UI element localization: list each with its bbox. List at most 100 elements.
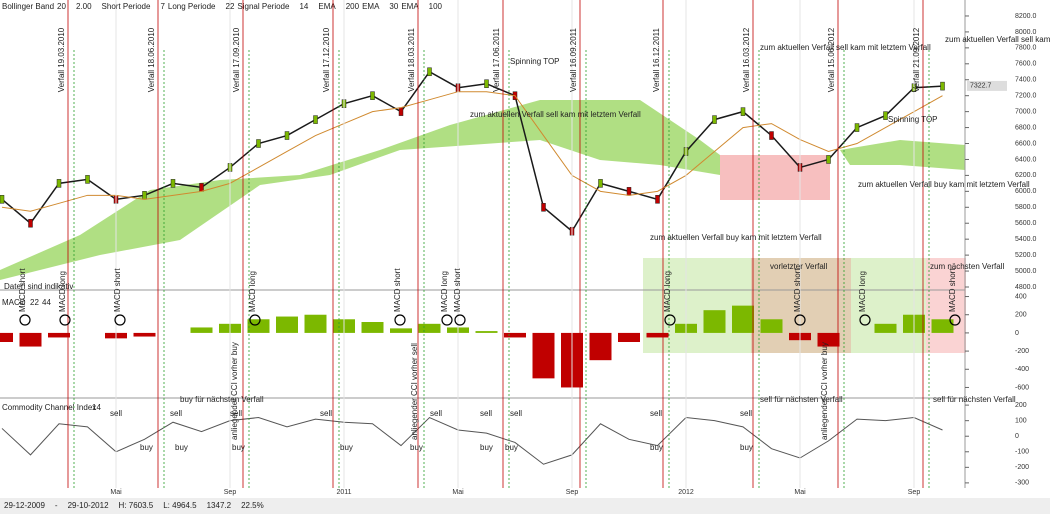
candle (28, 218, 33, 228)
macd-bar (703, 310, 726, 333)
annotation: zum aktuellen Verfall buy kam mit letzte… (650, 233, 822, 242)
y-tick-label: 0 (1015, 433, 1019, 440)
y-tick-label: 6200.0 (1015, 172, 1037, 179)
legend-item: Long Periode (168, 2, 216, 11)
cci-signal: sell (650, 409, 662, 418)
candle (712, 115, 717, 124)
x-tick-label: Sep (908, 489, 921, 496)
candle (284, 131, 290, 140)
macd-signal: MACD long (440, 271, 449, 312)
cci-signal: buy (340, 443, 353, 452)
macd-bar (19, 332, 42, 347)
candle (626, 187, 632, 196)
cci-signal: sell (510, 409, 522, 418)
status-item: 29-10-2012 (68, 501, 109, 510)
status-item: 22.5% (241, 501, 264, 510)
macd-signal: MACD short (453, 268, 462, 312)
verfall-label: Verfall 16.12.2011 (652, 28, 661, 92)
macd-bar (532, 332, 555, 379)
macd-bar (504, 332, 526, 338)
annotation: Spinning TOP (888, 115, 938, 124)
macd-signal: MACD long (248, 271, 257, 312)
cci-signal: sell (480, 409, 492, 418)
cci-signal: sell (170, 409, 182, 418)
macd-param: 44 (42, 298, 51, 307)
cci-param: 14 (92, 403, 101, 412)
macd-signal: MACD long (858, 271, 867, 312)
y-tick-label: 6000.0 (1015, 188, 1037, 195)
signal-circle (664, 314, 676, 326)
annotation: zum aktuellen Verfall sell kam mit letzt… (945, 35, 1050, 44)
price-line (1, 70, 943, 233)
y-tick-label: -200 (1015, 464, 1029, 471)
y-tick-label: 5600.0 (1015, 220, 1037, 227)
y-tick-label: 8200.0 (1015, 13, 1037, 20)
candle (0, 195, 5, 204)
verfall-label: Verfall 17.09.2010 (232, 27, 241, 92)
candle (598, 179, 603, 188)
annotation: zum aktuellen Verfall sell kam mit letzt… (760, 43, 931, 52)
y-tick-label: 200 (1015, 402, 1027, 409)
cci-signal: sell (740, 409, 752, 418)
legend-item: EMA (401, 2, 419, 11)
signal-circle (59, 314, 71, 326)
verfall-label: Verfall 15.06.2012 (827, 27, 836, 92)
signal-circle (249, 314, 261, 326)
y-tick-label: 6800.0 (1015, 124, 1037, 131)
y-tick-label: 200 (1015, 312, 1027, 319)
verfall-label: Verfall 17.06.2011 (492, 28, 501, 92)
candle (85, 175, 90, 184)
signal-circle (794, 314, 806, 326)
x-tick-label: Sep (566, 489, 579, 496)
candle (655, 195, 660, 204)
status-item: - (55, 501, 58, 510)
y-tick-label: 8000.0 (1015, 29, 1037, 36)
macd-bar (361, 322, 384, 333)
legend-item: 200 (346, 2, 360, 11)
status-bar (0, 498, 1050, 514)
macd-bar (276, 316, 298, 333)
red-zone (926, 258, 966, 353)
x-tick-label: 2012 (678, 489, 694, 496)
macd-signal: MACD short (393, 268, 402, 312)
verfall-label: Verfall 19.03.2010 (57, 27, 66, 92)
candle (427, 67, 432, 77)
macd-bar (304, 314, 327, 333)
y-tick-label: 6400.0 (1015, 156, 1037, 163)
macd-title: MACD (2, 298, 26, 307)
legend-item: Short Periode (102, 2, 151, 11)
x-tick-label: Mai (452, 489, 464, 496)
macd-bar (0, 332, 13, 342)
y-tick-label: 5800.0 (1015, 204, 1037, 211)
cci-note: anliegender CCI vorher sell (410, 343, 419, 440)
status-item: H: 7603.5 (119, 501, 154, 510)
macd-bar (247, 319, 270, 333)
macd-signal: MACD short (948, 268, 957, 312)
y-tick-label: 5200.0 (1015, 252, 1037, 259)
y-tick-label: -200 (1015, 348, 1029, 355)
cloud-red (720, 155, 830, 200)
macd-bar (931, 319, 954, 333)
cci-signal: sell (320, 409, 332, 418)
cci-note: buy für nächsten Verfall (180, 395, 264, 404)
verfall-label: Verfall 16.03.2012 (742, 27, 751, 92)
macd-bar (589, 332, 612, 361)
y-tick-label: -100 (1015, 449, 1029, 456)
moving-average (1, 91, 943, 212)
macd-bar (817, 332, 840, 347)
signal-circle (114, 314, 126, 326)
y-tick-label: 0 (1015, 330, 1019, 337)
legend-item: 20 (57, 2, 66, 11)
annotation: zum nächsten Verfall (930, 262, 1004, 271)
cci-signal: sell (230, 409, 242, 418)
candle (484, 79, 489, 88)
candle (826, 155, 831, 164)
cci-signal: buy (175, 443, 188, 452)
annotation: Daten sind indikativ (4, 282, 73, 291)
signal-circle (441, 314, 453, 326)
candle (940, 81, 945, 91)
last-value-label: 7322.7 (970, 83, 992, 90)
legend-item: 100 (429, 2, 443, 11)
candle (370, 91, 375, 100)
